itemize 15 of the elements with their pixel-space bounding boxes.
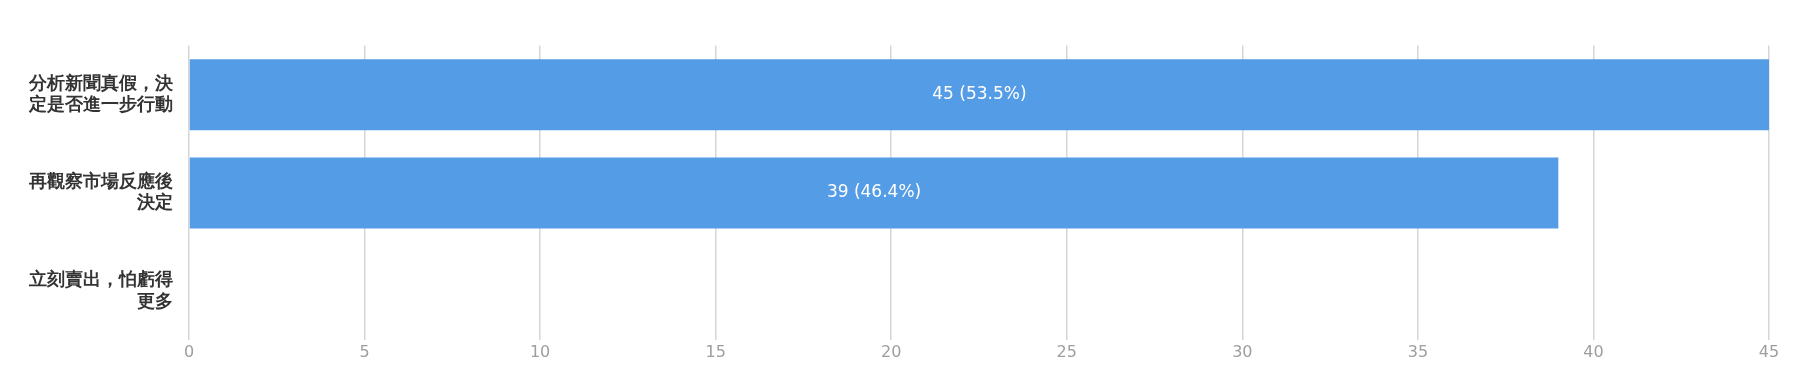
x-tick-label: 25	[1056, 342, 1077, 362]
x-tick-label: 45	[1758, 342, 1780, 362]
x-tick-label: 15	[705, 342, 726, 362]
x-tick-label: 0	[183, 342, 195, 362]
x-tick-label: 20	[881, 342, 902, 362]
x-tick-label: 40	[1583, 342, 1604, 362]
y-tick-label: 立刻賣出，怕虧得更多	[28, 268, 173, 311]
y-tick-label: 再觀察市場反應後決定	[28, 169, 173, 213]
y-tick-label: 分析新聞真假，決定是否進一步行動	[28, 71, 174, 115]
data-label: 45 (53.5%)	[932, 83, 1027, 104]
x-tick-label: 30	[1232, 342, 1253, 362]
x-tick-label: 35	[1407, 342, 1429, 362]
x-tick-label: 5	[359, 342, 370, 362]
x-tick-label: 10	[529, 342, 551, 362]
data-label: 39 (46.4%)	[826, 181, 922, 202]
